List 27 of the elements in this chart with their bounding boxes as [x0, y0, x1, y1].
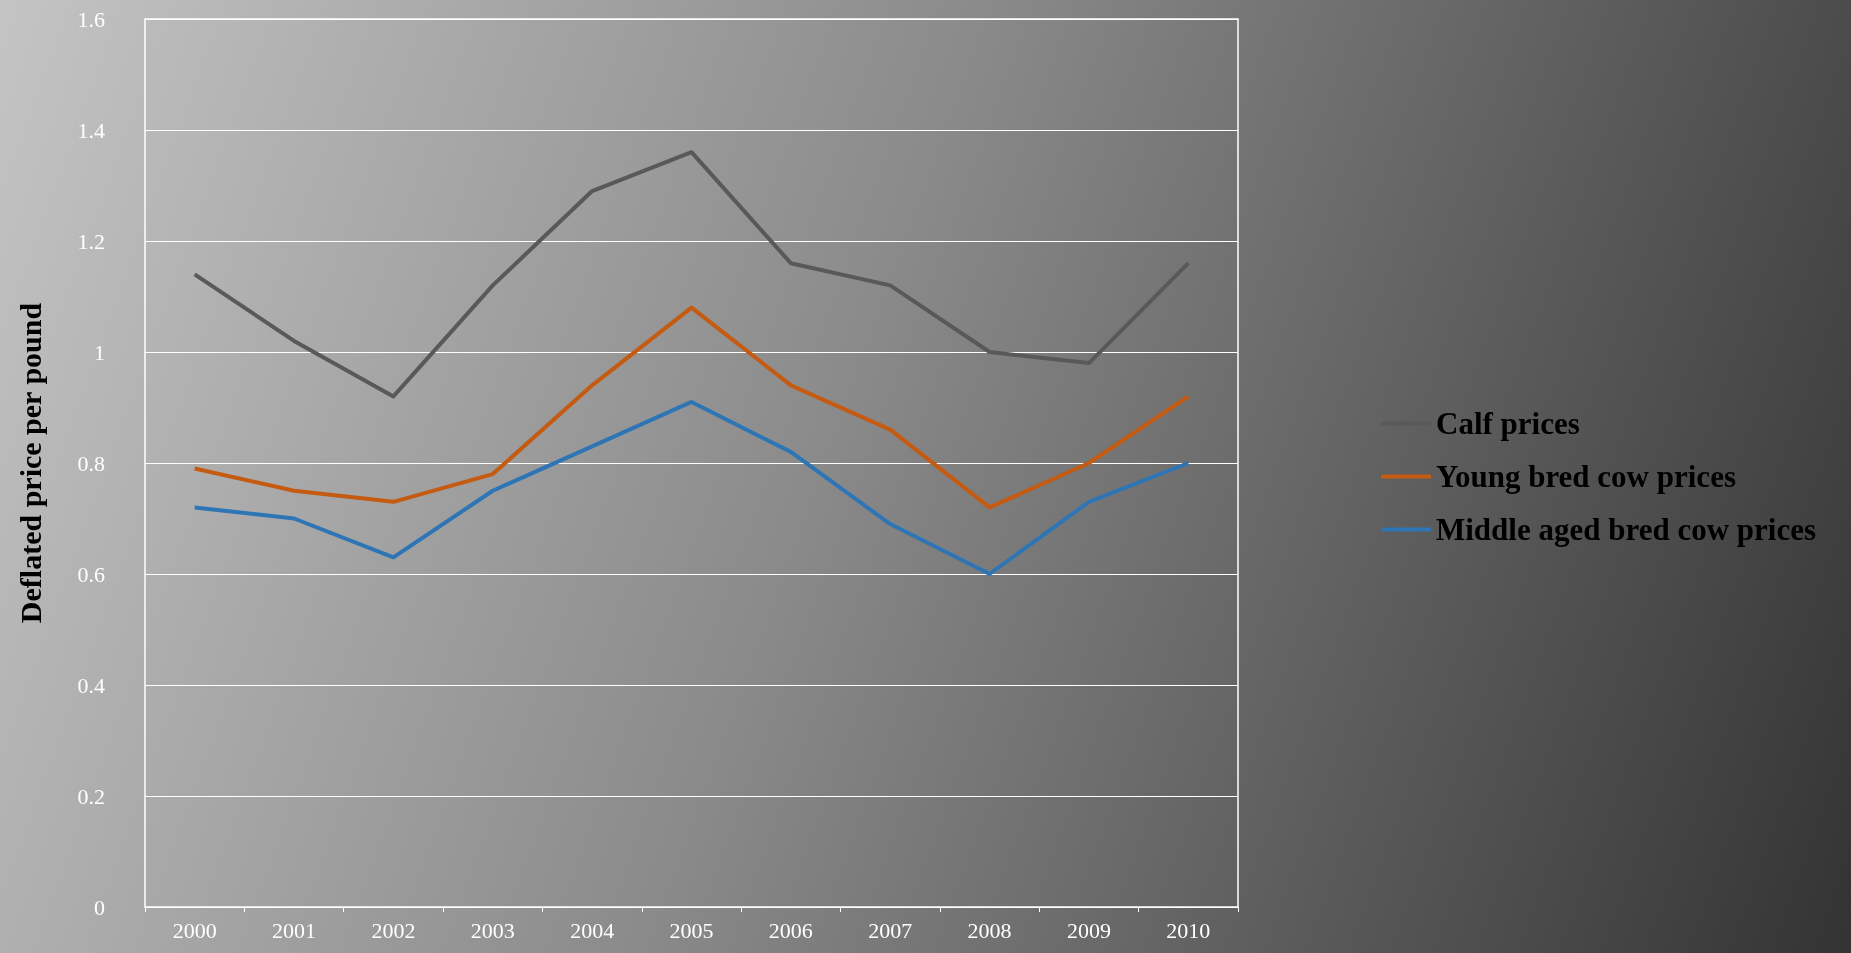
- x-tick-label: 2000: [172, 917, 217, 943]
- line-series: [192, 150, 1191, 399]
- legend-label: Calf prices: [1435, 406, 1580, 441]
- x-tick-label: 2008: [967, 917, 1012, 943]
- line-series: [192, 399, 1191, 576]
- y-tick-label: 1.2: [77, 228, 105, 254]
- x-tick-label: 2002: [371, 917, 416, 943]
- x-tick-label: 2006: [768, 917, 813, 943]
- line-series: [192, 305, 1191, 510]
- x-tick-label: 2009: [1066, 917, 1111, 943]
- y-tick-label: 1.6: [77, 6, 105, 32]
- x-tick-label: 2003: [470, 917, 515, 943]
- y-axis-title: Deflated price per pound: [13, 302, 47, 624]
- y-tick-label: 0.8: [77, 450, 105, 476]
- y-tick-label: 1.4: [77, 117, 105, 143]
- x-tick-label: 2010: [1166, 917, 1211, 943]
- y-tick-label: 0.4: [77, 672, 105, 698]
- legend-label: Young bred cow prices: [1435, 459, 1736, 494]
- x-tick-label: 2007: [868, 917, 913, 943]
- y-tick-label: 0.6: [77, 561, 105, 587]
- legend-label: Middle aged bred cow prices: [1435, 512, 1817, 547]
- x-tick-label: 2004: [570, 917, 615, 943]
- y-tick-label: 0.2: [77, 783, 105, 809]
- y-tick-label: 1: [94, 339, 105, 365]
- x-tick-label: 2001: [272, 917, 317, 943]
- x-tick-label: 2005: [669, 917, 714, 943]
- y-tick-label: 0: [94, 894, 105, 920]
